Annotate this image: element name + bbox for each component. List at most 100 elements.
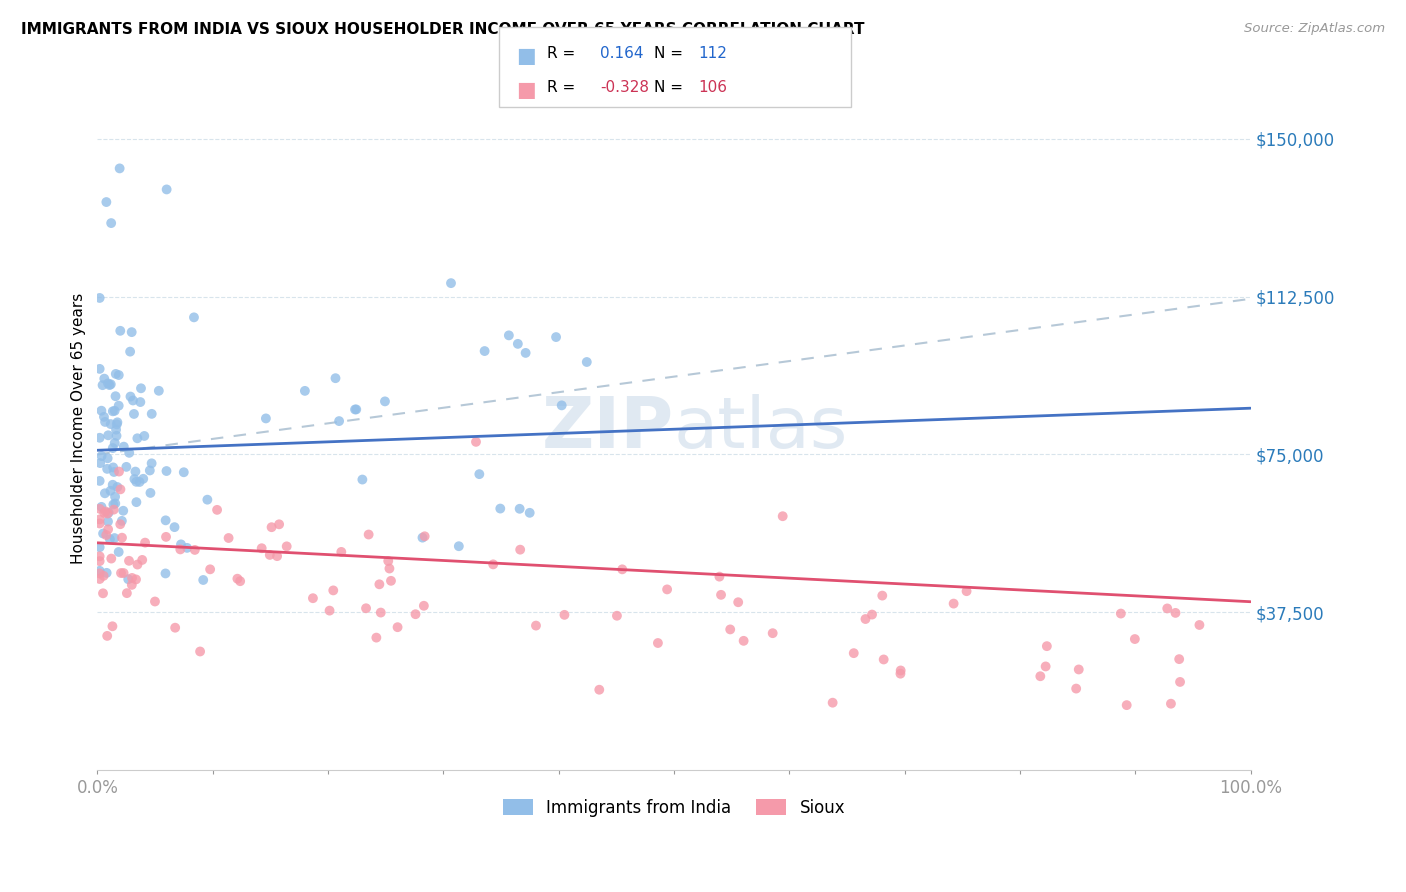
Point xyxy=(101,441,124,455)
Point xyxy=(165,621,187,635)
Point xyxy=(544,330,567,344)
Point xyxy=(195,492,218,507)
Point xyxy=(97,507,120,521)
Point xyxy=(155,513,177,527)
Point xyxy=(107,399,129,413)
Point xyxy=(100,377,122,392)
Point xyxy=(103,465,125,479)
Point xyxy=(1067,663,1090,677)
Point xyxy=(89,540,111,554)
Point xyxy=(124,472,146,486)
Point xyxy=(413,529,436,543)
Point xyxy=(374,394,396,409)
Point xyxy=(727,595,749,609)
Point xyxy=(139,486,162,500)
Point xyxy=(97,376,120,391)
Point xyxy=(93,409,115,424)
Point xyxy=(122,393,145,408)
Point xyxy=(387,620,409,634)
Point xyxy=(550,398,572,412)
Point xyxy=(173,465,195,479)
Point xyxy=(98,533,121,547)
Text: ■: ■ xyxy=(516,80,536,100)
Point xyxy=(101,619,124,633)
Point xyxy=(104,404,127,418)
Point xyxy=(94,415,117,429)
Point xyxy=(655,582,678,597)
Point xyxy=(89,564,111,578)
Point xyxy=(112,504,135,518)
Point xyxy=(91,378,114,392)
Point xyxy=(97,522,120,536)
Point xyxy=(1168,652,1191,666)
Point xyxy=(94,504,117,518)
Point xyxy=(104,490,127,504)
Point xyxy=(127,431,149,445)
Point xyxy=(91,526,114,541)
Point xyxy=(710,588,733,602)
Point xyxy=(108,161,131,176)
Point xyxy=(352,473,374,487)
Point xyxy=(155,530,177,544)
Point xyxy=(104,496,127,510)
Point xyxy=(377,554,399,568)
Point xyxy=(93,371,115,385)
Point xyxy=(110,566,132,580)
Point xyxy=(718,623,741,637)
Point xyxy=(354,601,377,615)
Point xyxy=(110,324,132,338)
Point xyxy=(873,652,896,666)
Text: N =: N = xyxy=(654,80,688,95)
Point xyxy=(89,572,111,586)
Point xyxy=(118,446,141,460)
Point xyxy=(89,362,111,376)
Point xyxy=(515,346,537,360)
Point xyxy=(121,571,143,585)
Point xyxy=(276,540,298,554)
Point xyxy=(368,577,391,591)
Point xyxy=(117,572,139,586)
Point xyxy=(118,554,141,568)
Point xyxy=(218,531,240,545)
Text: N =: N = xyxy=(654,46,688,62)
Point xyxy=(101,404,124,418)
Point xyxy=(131,553,153,567)
Point xyxy=(100,483,122,498)
Point xyxy=(90,403,112,417)
Text: R =: R = xyxy=(547,80,581,95)
Point xyxy=(90,449,112,463)
Point xyxy=(91,586,114,600)
Point xyxy=(141,456,163,470)
Point xyxy=(105,417,128,432)
Y-axis label: Householder Income Over 65 years: Householder Income Over 65 years xyxy=(72,293,86,564)
Point xyxy=(872,589,894,603)
Point xyxy=(1115,698,1137,713)
Point xyxy=(105,429,128,443)
Point xyxy=(889,666,911,681)
Point xyxy=(509,542,531,557)
Text: 106: 106 xyxy=(699,80,728,95)
Point xyxy=(156,182,179,196)
Point xyxy=(128,475,150,489)
Point xyxy=(105,480,128,494)
Point xyxy=(96,462,118,476)
Point xyxy=(104,436,127,450)
Point xyxy=(412,599,434,613)
Point xyxy=(100,417,122,431)
Text: ■: ■ xyxy=(516,46,536,66)
Point xyxy=(125,573,148,587)
Point xyxy=(103,502,125,516)
Point xyxy=(709,569,731,583)
Point xyxy=(250,541,273,556)
Point xyxy=(318,604,340,618)
Point xyxy=(370,606,392,620)
Point xyxy=(108,465,131,479)
Point xyxy=(344,402,367,417)
Point xyxy=(89,456,111,470)
Point xyxy=(509,501,531,516)
Point xyxy=(1123,632,1146,646)
Text: ZIP: ZIP xyxy=(541,393,673,463)
Text: -0.328: -0.328 xyxy=(600,80,650,95)
Point xyxy=(553,607,575,622)
Point xyxy=(606,608,628,623)
